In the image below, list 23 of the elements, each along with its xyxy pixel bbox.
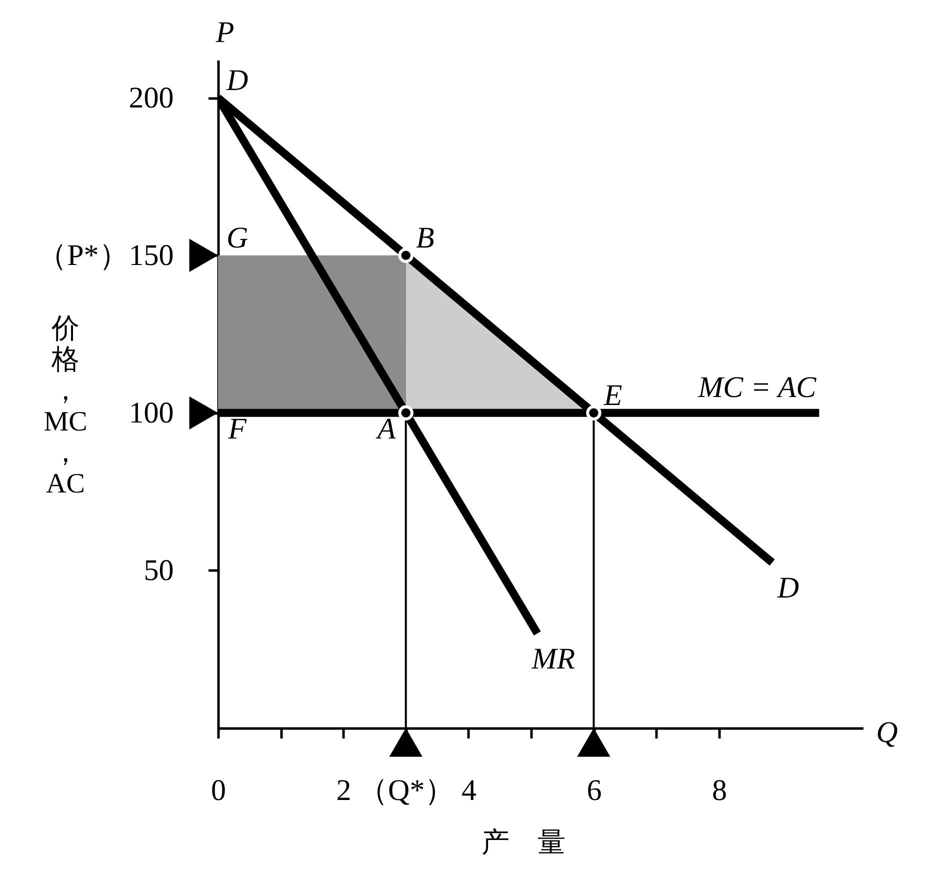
y-tick-label: （P*）150 <box>37 238 174 272</box>
annotation: D <box>225 64 248 98</box>
annotation: B <box>416 222 434 255</box>
y-tick-label: 200 <box>128 81 174 114</box>
y-tick-label: 100 <box>128 396 174 430</box>
x-tick-label: （Q*） <box>358 774 455 808</box>
text: Q <box>876 716 898 749</box>
series-label: D <box>776 572 800 605</box>
annotation: A <box>375 412 396 446</box>
text: P <box>214 16 234 49</box>
x-tick-label: 8 <box>712 774 727 808</box>
x-tick-label: 2 <box>336 774 352 808</box>
y-tick-label: 50 <box>144 554 174 587</box>
series-label: MC = AC <box>697 370 818 404</box>
x-tick-label: 4 <box>461 774 476 808</box>
annotation: F <box>227 412 248 446</box>
series-label: MR <box>530 642 576 676</box>
x-axis-title: 产 量 <box>482 828 566 858</box>
y-axis-title: 价格，MC，AC <box>44 314 88 500</box>
annotation: E <box>602 379 622 412</box>
annotation: G <box>226 222 248 255</box>
x-tick-label: 6 <box>586 774 602 808</box>
x-tick-label: 0 <box>211 774 226 808</box>
